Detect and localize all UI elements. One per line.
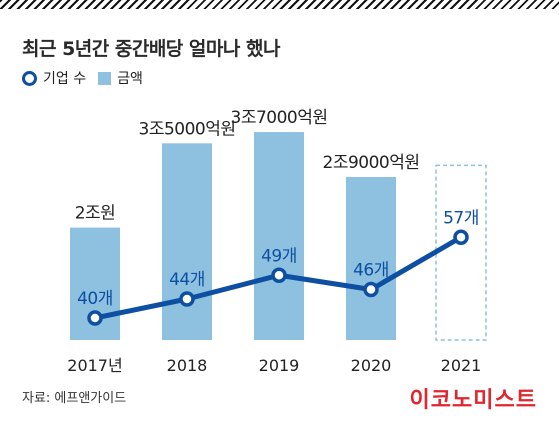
- bar-label-3: 2조9000억원: [323, 153, 420, 173]
- point-label-1: 44개: [169, 270, 205, 290]
- bar-placeholder-4: [435, 164, 487, 341]
- bar-label-2: 3조7000억원: [231, 108, 328, 128]
- point-label-4: 57개: [443, 208, 479, 228]
- legend-bar-swatch-icon: [98, 71, 112, 85]
- header-stripe: [0, 0, 559, 9]
- point-0: [87, 310, 103, 326]
- source-note: 자료: 에프앤가이드: [22, 391, 127, 406]
- x-tick-2: 2019: [259, 356, 300, 375]
- bar-2: [254, 132, 304, 340]
- point-3: [363, 281, 379, 298]
- point-label-2: 49개: [261, 246, 297, 266]
- point-2: [271, 267, 287, 283]
- bar-label-0: 2조원: [75, 204, 116, 224]
- legend: 기업 수 금액: [22, 68, 143, 88]
- legend-amount-label: 금액: [117, 71, 143, 87]
- point-label-0: 40개: [77, 289, 113, 309]
- bar-1: [162, 143, 212, 340]
- point-label-3: 46개: [353, 261, 389, 281]
- bar-label-1: 3조5000억원: [139, 119, 236, 139]
- legend-count-label: 기업 수: [43, 71, 87, 87]
- x-tick-4: 2021: [441, 356, 482, 375]
- x-tick-1: 2018: [167, 356, 208, 375]
- legend-line-marker-icon: [22, 70, 37, 86]
- chart-title: 최근 5년간 중간배당 얼마나 했나: [22, 38, 280, 60]
- brand-logo: 이코노미스트: [409, 388, 537, 413]
- x-tick-3: 2020: [351, 356, 392, 375]
- point-4: [453, 229, 469, 245]
- bar-3: [346, 177, 396, 340]
- point-1: [179, 291, 195, 307]
- x-tick-0: 2017년: [67, 356, 122, 375]
